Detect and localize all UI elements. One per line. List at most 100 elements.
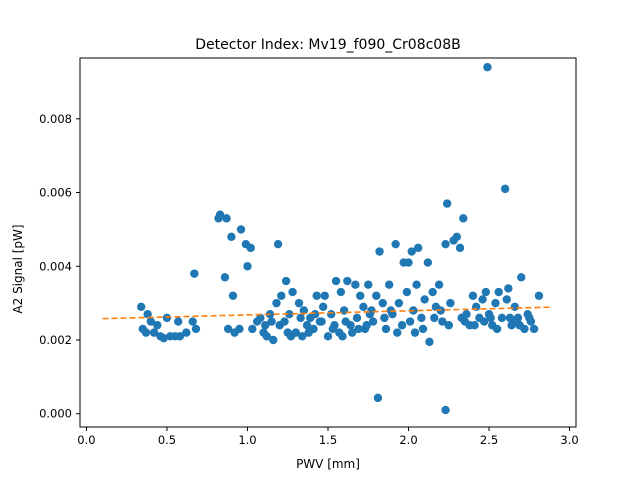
- scatter-point: [277, 291, 286, 300]
- x-tick-label: 1.5: [319, 433, 337, 447]
- scatter-point: [483, 63, 492, 72]
- scatter-point: [497, 313, 507, 323]
- chart-title: Detector Index: Mv19_f090_Cr08c08B: [195, 37, 460, 53]
- scatter-point: [481, 287, 491, 297]
- scatter-point: [286, 332, 296, 341]
- scatter-point: [248, 324, 257, 334]
- scatter-point: [190, 269, 199, 278]
- scatter-point: [215, 210, 225, 219]
- y-tick-label: 0.002: [39, 333, 72, 347]
- scatter-point: [517, 273, 526, 282]
- y-axis-label: A2 Signal [pW]: [11, 224, 25, 313]
- plot-frame: [79, 57, 577, 428]
- scatter-point: [175, 332, 185, 341]
- scatter-point: [420, 295, 429, 304]
- scatter-point: [362, 321, 371, 330]
- scatter-point: [317, 317, 326, 326]
- scatter-point: [269, 335, 278, 345]
- scatter-point: [223, 324, 233, 334]
- scatter-point: [336, 287, 346, 297]
- scatter-point: [423, 258, 433, 267]
- scatter-point: [410, 328, 420, 337]
- scatter-point: [246, 243, 255, 253]
- scatter-point: [413, 243, 423, 253]
- scatter-point: [375, 247, 384, 256]
- scatter-point: [296, 313, 305, 323]
- scatter-point: [504, 284, 513, 293]
- fit-line: [102, 306, 551, 320]
- scatter-point: [491, 298, 500, 308]
- scatter-point: [228, 291, 238, 300]
- scatter-point: [182, 328, 191, 337]
- scatter-point: [446, 298, 455, 308]
- scatter-point: [299, 306, 309, 315]
- scatter-point: [434, 280, 444, 289]
- scatter-point: [393, 328, 402, 337]
- scatter-point: [367, 306, 376, 315]
- scatter-point: [441, 405, 450, 415]
- scatter-point: [494, 287, 503, 297]
- fit-layer: [102, 306, 551, 320]
- scatter-point: [444, 321, 453, 330]
- scatter-point: [294, 298, 304, 308]
- y-tick-label: 0.000: [39, 407, 72, 421]
- scatter-point: [267, 317, 276, 326]
- scatter-point: [525, 313, 534, 323]
- scatter-point: [373, 393, 383, 403]
- scatter-point: [260, 321, 270, 330]
- scatter-point: [285, 309, 294, 319]
- scatter-point: [262, 332, 272, 341]
- scatter-point: [486, 313, 495, 323]
- scatter-point: [405, 317, 415, 326]
- scatter-point: [222, 214, 231, 223]
- scatter-point: [397, 321, 407, 330]
- scatter-point: [402, 287, 412, 297]
- scatter-point: [302, 321, 312, 330]
- scatter-point: [347, 328, 357, 337]
- scatter-point: [162, 313, 172, 323]
- scatter-point: [318, 302, 328, 312]
- scatter-point: [341, 317, 350, 326]
- scatter-point: [478, 295, 487, 304]
- scatter-point: [404, 258, 413, 267]
- scatter-point: [310, 309, 320, 319]
- scatter-point: [256, 313, 265, 323]
- scatter-point: [272, 298, 281, 308]
- scatter-point: [227, 232, 236, 241]
- scatter-point: [354, 324, 363, 334]
- scatter-point: [359, 302, 368, 312]
- scatter-point: [220, 273, 230, 282]
- scatter-point: [452, 232, 462, 241]
- scatter-point: [243, 262, 252, 271]
- scatter-point: [328, 324, 338, 334]
- scatter-point: [378, 298, 387, 308]
- scatter-point: [468, 291, 478, 300]
- scatter-point: [438, 317, 447, 326]
- scatter-point: [153, 321, 162, 330]
- y-tick-label: 0.006: [39, 186, 72, 200]
- x-tick-label: 0.5: [158, 433, 176, 447]
- scatter-point: [442, 199, 452, 208]
- scatter-point: [407, 247, 416, 256]
- x-tick-label: 1.0: [238, 433, 256, 447]
- scatter-point: [534, 291, 544, 300]
- scatter-point: [235, 324, 244, 334]
- x-axis-label: PWV [mm]: [296, 457, 360, 471]
- scatter-point: [364, 280, 373, 289]
- y-tick-label: 0.004: [39, 259, 72, 273]
- x-tick-label: 2.5: [480, 433, 498, 447]
- x-tick-label: 3.0: [560, 433, 578, 447]
- scatter-point: [508, 317, 518, 326]
- scatter-point: [460, 317, 470, 326]
- x-axis: 0.0 0.5 1.0 1.5 2.0 2.5 3.0: [77, 427, 579, 447]
- scatter-point: [480, 317, 489, 326]
- scatter-point: [515, 321, 524, 330]
- scatter-point: [351, 280, 360, 289]
- scatter-point: [281, 276, 291, 286]
- scatter-point: [492, 324, 502, 334]
- scatter-point: [327, 309, 336, 319]
- scatter-point: [174, 317, 183, 326]
- scatter-point: [425, 337, 434, 347]
- scatter-point: [136, 302, 146, 312]
